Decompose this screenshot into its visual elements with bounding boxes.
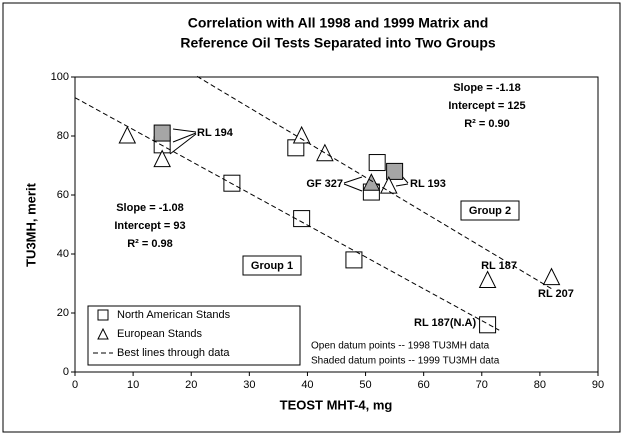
annotation: Intercept = 125 — [448, 100, 525, 112]
triangle-marker — [292, 125, 311, 144]
x-tick-label: 60 — [418, 379, 430, 391]
legend-label: European Stands — [117, 328, 203, 340]
annotation: RL 193 — [410, 178, 446, 190]
annotation: Slope = -1.08 — [116, 202, 184, 214]
fit-line — [74, 97, 500, 331]
arrows — [169, 128, 409, 192]
fit-line — [196, 75, 552, 290]
x-tick-label: 40 — [301, 379, 313, 391]
annotation: Group 2 — [469, 205, 511, 217]
x-tick-label: 0 — [72, 379, 78, 391]
plot-area — [74, 76, 599, 373]
x-tick-label: 70 — [476, 379, 488, 391]
chart-title: Reference Oil Tests Separated into Two G… — [180, 35, 496, 51]
annotation: RL 194 — [197, 127, 234, 139]
annotation: Intercept = 93 — [114, 220, 185, 232]
square-marker — [293, 210, 311, 228]
annotation: Slope = -1.18 — [453, 82, 521, 94]
triangle-marker — [362, 173, 381, 191]
annotation: RL 187 — [481, 260, 517, 272]
annotation: RL 207 — [538, 288, 574, 300]
triangle-marker — [542, 267, 561, 286]
square-marker — [479, 316, 497, 334]
y-tick-label: 60 — [57, 189, 69, 201]
y-tick-label: 0 — [63, 366, 69, 378]
annotation: R² = 0.90 — [464, 118, 510, 130]
legend-label: North American Stands — [117, 309, 231, 321]
annotation: RL 187(N.A) — [414, 317, 476, 329]
triangle-marker — [478, 270, 497, 289]
group-box — [242, 255, 302, 276]
annotation: R² = 0.98 — [127, 238, 173, 250]
square-marker — [386, 162, 404, 180]
annotation: Group 1 — [251, 260, 293, 272]
square-marker — [368, 154, 386, 172]
y-tick-label: 20 — [57, 307, 69, 319]
x-tick-label: 80 — [534, 379, 546, 391]
y-tick-label: 80 — [57, 130, 69, 142]
x-tick-label: 10 — [127, 379, 139, 391]
x-tick-label: 90 — [592, 379, 604, 391]
annotation: Open datum points -- 1998 TU3MH data — [311, 341, 490, 352]
y-axis-label: TU3MH, merit — [23, 182, 38, 266]
x-tick-label: 50 — [359, 379, 371, 391]
x-axis-label: TEOST MHT-4, mg — [280, 397, 393, 412]
square-marker — [345, 251, 363, 269]
legend-label: Best lines through data — [117, 347, 230, 359]
x-tick-label: 30 — [243, 379, 255, 391]
annotation: GF 327 — [306, 178, 343, 190]
y-tick-label: 100 — [51, 71, 69, 83]
legend-symbol — [97, 327, 109, 340]
square-marker — [153, 124, 171, 142]
triangle-marker — [153, 149, 171, 168]
chart-title: Correlation with All 1998 and 1999 Matri… — [188, 15, 489, 31]
group-box — [460, 200, 520, 221]
legend-symbol — [97, 309, 109, 321]
legend-box — [87, 305, 301, 366]
annotation: Shaded datum points -- 1999 TU3MH data — [311, 356, 500, 367]
x-tick-label: 20 — [185, 379, 197, 391]
triangle-marker — [118, 125, 137, 144]
y-tick-label: 40 — [57, 248, 69, 260]
